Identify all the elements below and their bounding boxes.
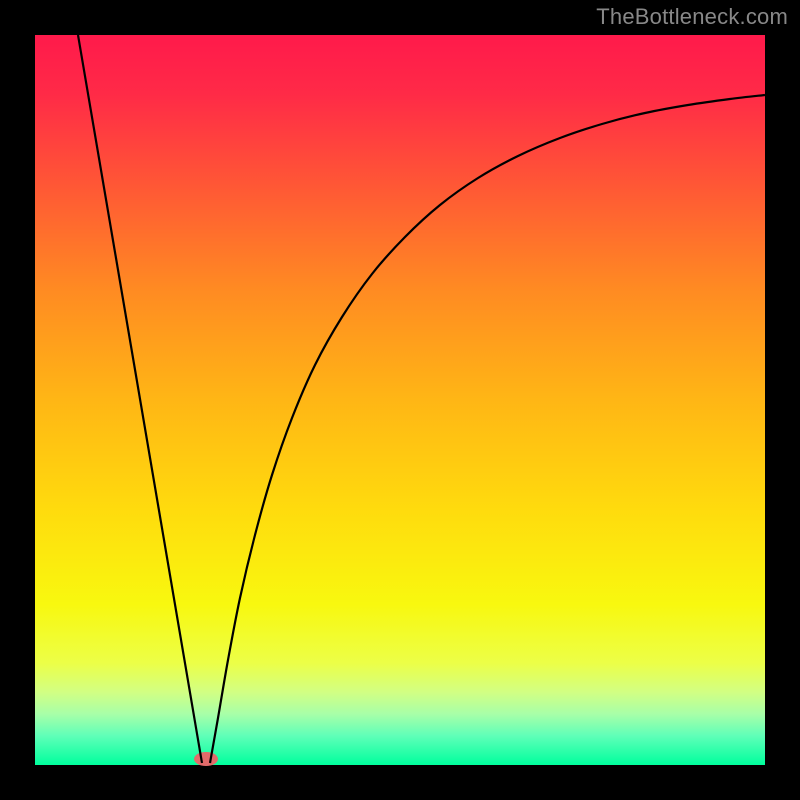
bottleneck-chart xyxy=(0,0,800,800)
chart-plot-background xyxy=(35,35,765,765)
chart-container: TheBottleneck.com xyxy=(0,0,800,800)
watermark-label: TheBottleneck.com xyxy=(596,4,788,30)
optimal-point-marker xyxy=(194,752,218,766)
